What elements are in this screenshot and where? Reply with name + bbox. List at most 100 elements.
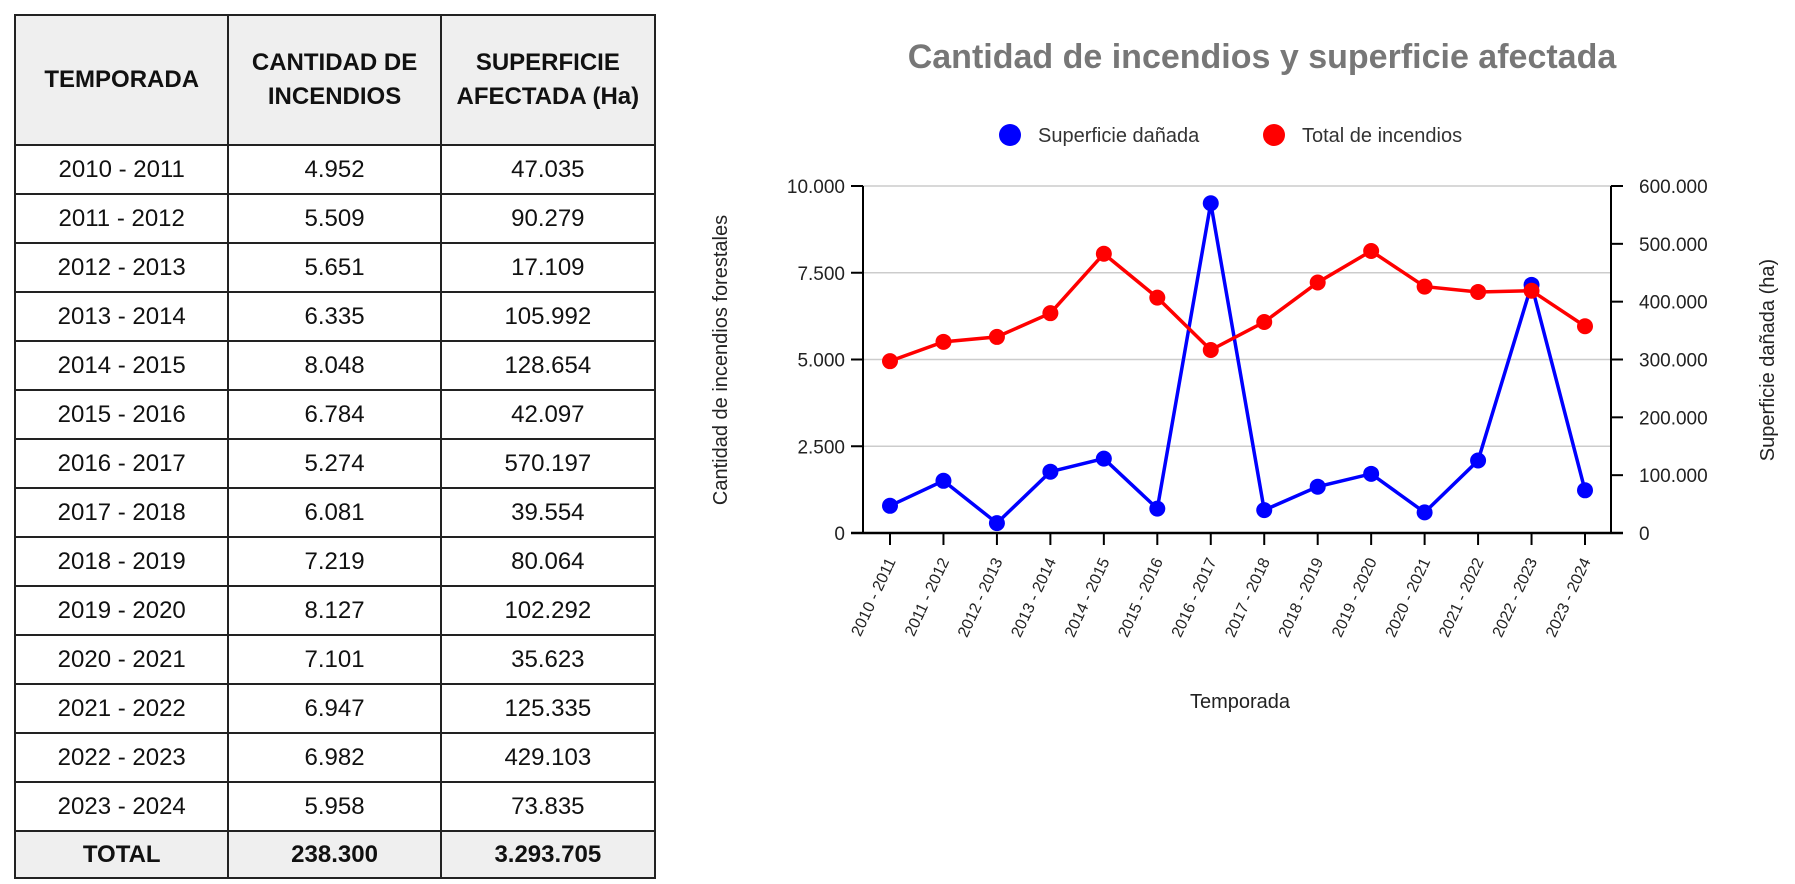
cell-cantidad: 7.101 (227, 634, 442, 685)
cell-superficie: 47.035 (439, 144, 657, 195)
cell-superficie: 102.292 (439, 585, 657, 636)
table-row: 2017 - 2018 6.081 39.554 (13, 487, 657, 538)
data-point-incendios (1363, 242, 1380, 259)
cell-cantidad: 5.509 (227, 193, 442, 244)
x-axis-title: Temporada (1190, 691, 1291, 713)
data-point-superficie (1416, 504, 1433, 521)
cell-superficie: 39.554 (439, 487, 657, 538)
cell-cantidad: 6.947 (227, 683, 442, 734)
table-row: 2021 - 2022 6.947 125.335 (13, 683, 657, 734)
cell-superficie: 429.103 (439, 732, 657, 783)
cell-cantidad: 5.958 (227, 781, 442, 832)
cell-temporada: 2022 - 2023 (13, 732, 230, 783)
y2-tick-label: 600.000 (1639, 177, 1708, 198)
data-point-superficie (935, 472, 952, 489)
total-cantidad: 238.300 (227, 830, 442, 879)
cell-cantidad: 4.952 (227, 144, 442, 195)
data-point-superficie (1256, 502, 1273, 519)
data-point-superficie (1363, 465, 1380, 482)
cell-cantidad: 6.335 (227, 291, 442, 342)
data-point-incendios (1309, 274, 1326, 291)
table-row: 2019 - 2020 8.127 102.292 (13, 585, 657, 636)
x-tick-label: 2020 - 2021 (1383, 555, 1435, 640)
x-tick-label: 2016 - 2017 (1169, 555, 1221, 640)
x-tick-label: 2021 - 2022 (1436, 555, 1488, 640)
cell-temporada: 2017 - 2018 (13, 487, 230, 538)
series-line-superficie (889, 202, 1587, 526)
y2-tick-label: 500.000 (1639, 235, 1708, 256)
cell-temporada: 2021 - 2022 (13, 683, 230, 734)
cell-superficie: 90.279 (439, 193, 657, 244)
data-table: TEMPORADA CANTIDAD DE INCENDIOS SUPERFIC… (13, 14, 657, 879)
cell-temporada: 2019 - 2020 (13, 585, 230, 636)
table-row: 2016 - 2017 5.274 570.197 (13, 438, 657, 489)
cell-cantidad: 5.651 (227, 242, 442, 293)
cell-temporada: 2011 - 2012 (13, 193, 230, 244)
data-point-superficie (882, 497, 898, 514)
cell-superficie: 17.109 (439, 242, 657, 293)
x-tick-label: 2022 - 2023 (1490, 555, 1542, 640)
series-line-incendios (889, 248, 1586, 363)
cell-cantidad: 8.127 (227, 585, 442, 636)
data-point-superficie (1042, 463, 1059, 480)
cell-cantidad: 6.982 (227, 732, 442, 783)
cell-cantidad: 6.784 (227, 389, 442, 440)
cell-superficie: 35.623 (439, 634, 657, 685)
cell-cantidad: 6.081 (227, 487, 442, 538)
x-tick-label: 2011 - 2012 (902, 555, 953, 639)
cell-temporada: 2015 - 2016 (13, 389, 230, 440)
data-point-superficie (1202, 195, 1219, 212)
y2-tick-label: 300.000 (1639, 351, 1708, 372)
x-tick-label: 2013 - 2014 (1009, 555, 1061, 640)
data-point-superficie (988, 515, 1005, 532)
table-row: 2012 - 2013 5.651 17.109 (13, 242, 657, 293)
data-point-incendios (1416, 278, 1433, 295)
total-superficie: 3.293.705 (439, 830, 657, 879)
cell-cantidad: 8.048 (227, 340, 442, 391)
y-tick-label: 5.000 (797, 351, 845, 372)
y2-tick-label: 400.000 (1639, 293, 1708, 314)
data-point-incendios (1470, 283, 1487, 300)
x-tick-label: 2014 - 2015 (1062, 555, 1114, 640)
data-point-superficie (1149, 500, 1166, 517)
data-point-incendios (1149, 289, 1166, 306)
table-total-row: TOTAL 238.300 3.293.705 (13, 830, 657, 879)
header-cantidad: CANTIDAD DE INCENDIOS (227, 14, 442, 146)
data-point-superficie (1309, 478, 1326, 495)
table-row: 2014 - 2015 8.048 128.654 (13, 340, 657, 391)
cell-superficie: 42.097 (439, 389, 657, 440)
header-temporada: TEMPORADA (13, 14, 230, 146)
cell-temporada: 2013 - 2014 (13, 291, 230, 342)
cell-temporada: 2023 - 2024 (13, 781, 230, 832)
table-row: 2011 - 2012 5.509 90.279 (13, 193, 657, 244)
cell-temporada: 2020 - 2021 (13, 634, 230, 685)
cell-superficie: 570.197 (439, 438, 657, 489)
chart-title: Cantidad de incendios y superficie afect… (908, 38, 1618, 76)
data-point-incendios (1202, 341, 1219, 358)
table-row: 2015 - 2016 6.784 42.097 (13, 389, 657, 440)
total-label: TOTAL (13, 830, 230, 879)
cell-superficie: 73.835 (439, 781, 657, 832)
y2-tick-label: 100.000 (1639, 466, 1708, 487)
legend-marker-0 (999, 124, 1021, 146)
data-point-incendios (1095, 245, 1112, 262)
cell-superficie: 128.654 (439, 340, 657, 391)
x-tick-label: 2018 - 2019 (1276, 555, 1328, 640)
cell-temporada: 2012 - 2013 (13, 242, 230, 293)
cell-temporada: 2010 - 2011 (13, 144, 230, 195)
cell-cantidad: 7.219 (227, 536, 442, 587)
table-row: 2020 - 2021 7.101 35.623 (13, 634, 657, 685)
x-tick-label: 2010 - 2011 (849, 555, 900, 639)
y-tick-label: 2.500 (797, 437, 845, 458)
table-row: 2013 - 2014 6.335 105.992 (13, 291, 657, 342)
y-tick-label: 7.500 (797, 264, 845, 285)
header-superficie: SUPERFICIE AFECTADA (Ha) (439, 14, 657, 146)
table-row: 2010 - 2011 4.952 47.035 (13, 144, 657, 195)
data-point-superficie (1095, 450, 1112, 467)
y-axis-title: Cantidad de incendios forestales (710, 215, 732, 505)
cell-superficie: 80.064 (439, 536, 657, 587)
x-tick-label: 2023 - 2024 (1543, 555, 1595, 640)
cell-temporada: 2018 - 2019 (13, 536, 230, 587)
cell-superficie: 125.335 (439, 683, 657, 734)
